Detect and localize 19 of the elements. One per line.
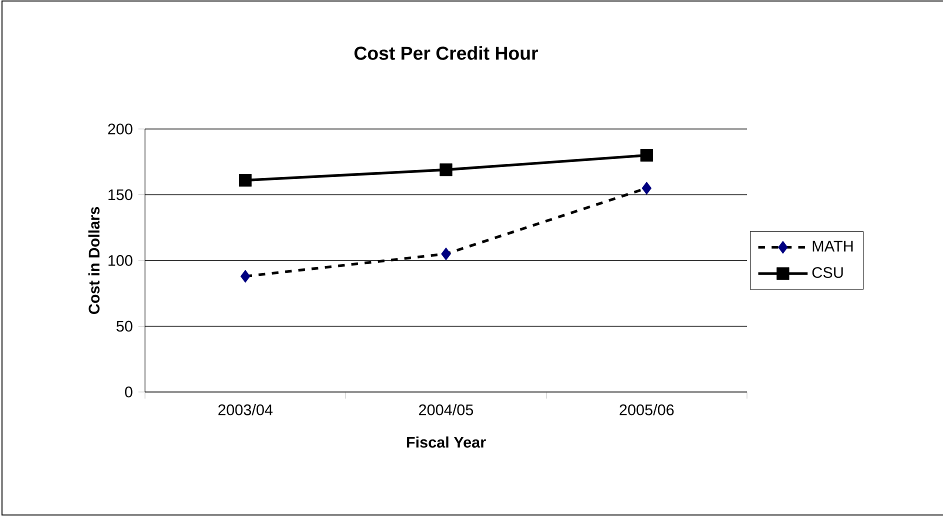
point [642, 182, 652, 194]
legend-label: CSU [812, 267, 843, 278]
y-tick-label: 50 [116, 320, 132, 332]
point [240, 270, 250, 283]
x-tick-label: 2004/05 [419, 404, 474, 416]
point [640, 148, 654, 162]
legend-label: MATH [812, 240, 853, 252]
point [239, 174, 252, 187]
point [440, 163, 452, 176]
y-axis-title: Cost in Dollars [88, 207, 100, 314]
chart-title: Cost Per Credit Hour [354, 46, 538, 60]
y-tick-label: 100 [108, 255, 132, 266]
x-axis-title: Fiscal Year [406, 436, 486, 448]
y-tick-label: 200 [108, 124, 132, 134]
x-tick-label: 2005/06 [620, 404, 674, 416]
y-tick-label: 0 [125, 386, 132, 398]
point [441, 248, 451, 260]
x-tick-label: 2003/04 [218, 404, 273, 416]
y-tick-label: 150 [108, 189, 132, 200]
